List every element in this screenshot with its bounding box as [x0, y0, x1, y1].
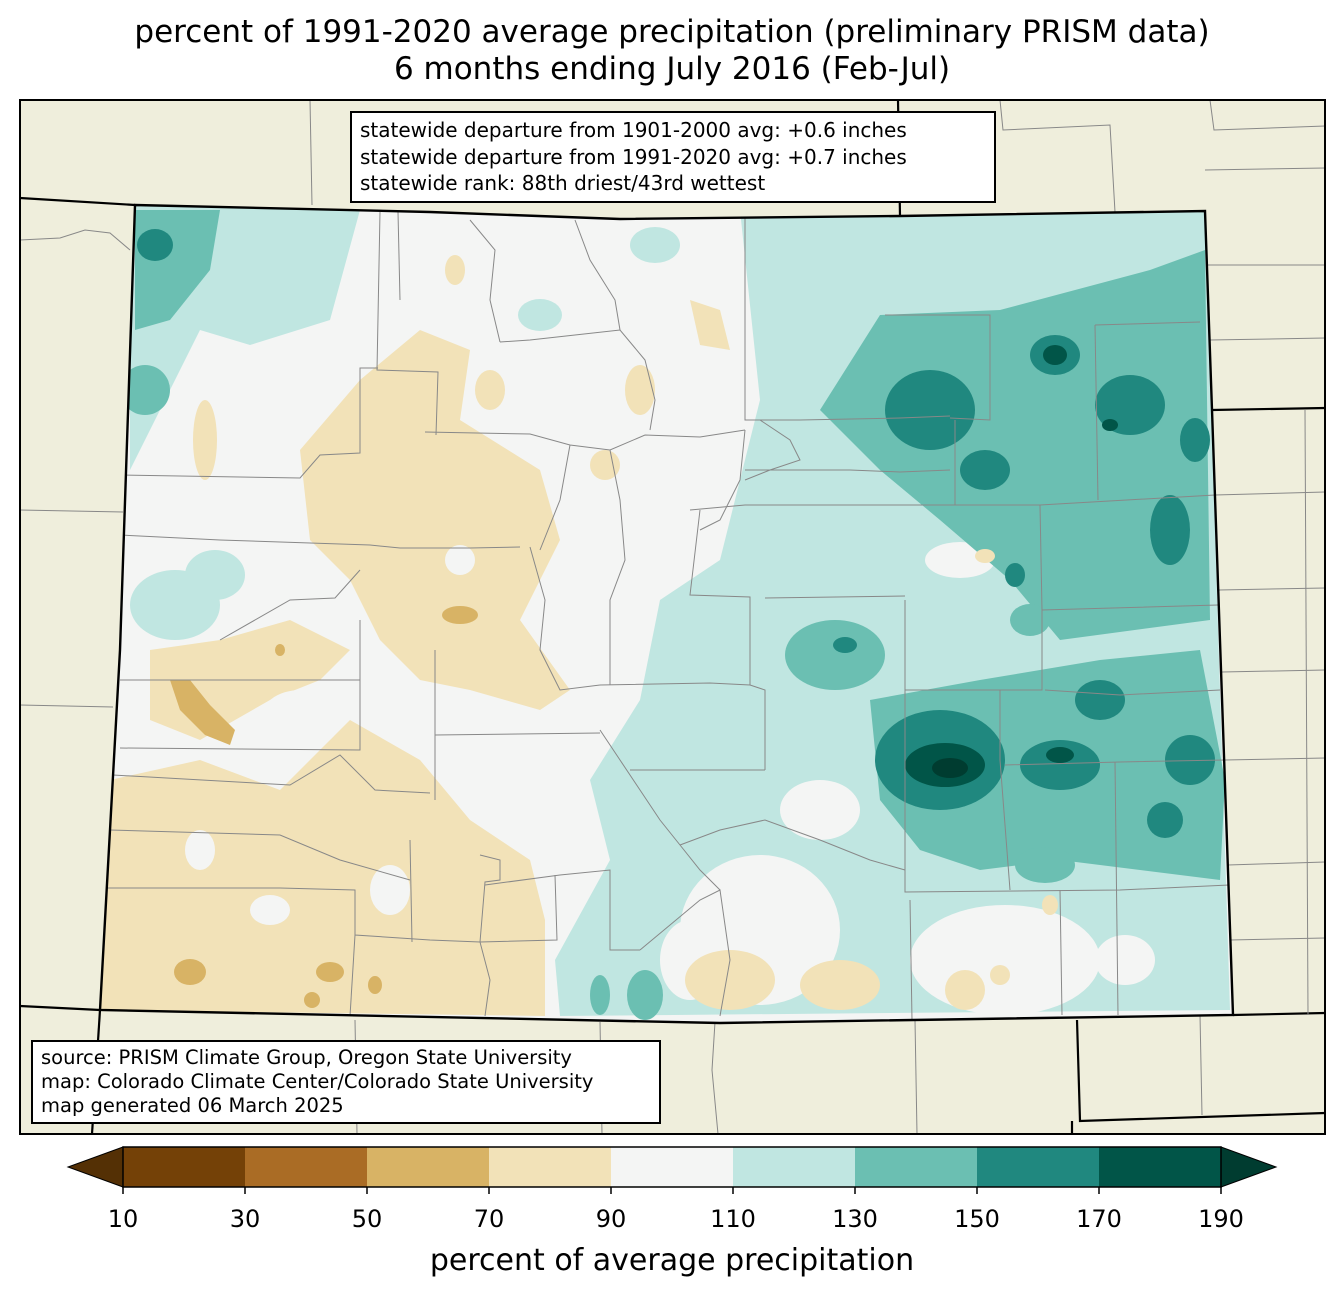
stats-departure-1901-2000: statewide departure from 1901-2000 avg: … — [360, 118, 907, 142]
colorbar — [66, 1146, 1278, 1194]
colorbar-tick-label: 150 — [954, 1205, 1000, 1233]
colorbar-tick-label: 170 — [1076, 1205, 1122, 1233]
colorbar-frame — [122, 1146, 1222, 1188]
colorbar-segment — [977, 1147, 1100, 1187]
source-prism: source: PRISM Climate Group, Oregon Stat… — [41, 1046, 572, 1069]
title-line-2: 6 months ending July 2016 (Feb-Jul) — [393, 51, 951, 87]
stats-rank: statewide rank: 88th driest/43rd wettest — [360, 171, 766, 195]
colorbar-tick-label: 190 — [1198, 1205, 1244, 1233]
colorbar-segment — [733, 1147, 856, 1187]
colorado-border — [98, 203, 1235, 1025]
colorbar-segment — [611, 1147, 734, 1187]
colorbar-segment — [123, 1147, 246, 1187]
stats-departure-1991-2020: statewide departure from 1991-2020 avg: … — [360, 144, 907, 169]
colorbar-segment — [1099, 1147, 1222, 1187]
colorbar-tick-label: 130 — [832, 1205, 878, 1233]
colorbar-tick-label: 50 — [351, 1205, 383, 1233]
colorado-precipitation-field — [100, 205, 1233, 1023]
colorbar-segment — [367, 1147, 490, 1187]
colorbar-under-arrow — [66, 1146, 124, 1188]
statewide-stats-box: statewide departure from 1901-2000 avg: … — [350, 111, 996, 203]
colorbar-tick-label: 30 — [229, 1205, 261, 1233]
source-map-credit: map: Colorado Climate Center/Colorado St… — [41, 1070, 594, 1093]
colorbar-tick-label: 10 — [107, 1205, 139, 1233]
colorbar-segment — [245, 1147, 368, 1187]
colorbar-tick-label: 70 — [473, 1205, 505, 1233]
colorbar-over-arrow — [1220, 1146, 1278, 1188]
title-line-1: percent of 1991-2020 average precipitati… — [134, 14, 1210, 50]
map-title: percent of 1991-2020 average precipitati… — [0, 14, 1344, 88]
colorbar-label: percent of average precipitation — [429, 1243, 915, 1278]
colorbar-tick-label: 90 — [595, 1205, 627, 1233]
map-frame — [19, 99, 1326, 1135]
colorbar-segment — [855, 1147, 978, 1187]
county-lines — [105, 210, 1231, 1021]
source-box: source: PRISM Climate Group, Oregon Stat… — [31, 1040, 661, 1124]
colorbar-tick-label: 110 — [710, 1205, 756, 1233]
colorbar-segment — [489, 1147, 612, 1187]
source-generated-date: map generated 06 March 2025 — [41, 1094, 344, 1117]
